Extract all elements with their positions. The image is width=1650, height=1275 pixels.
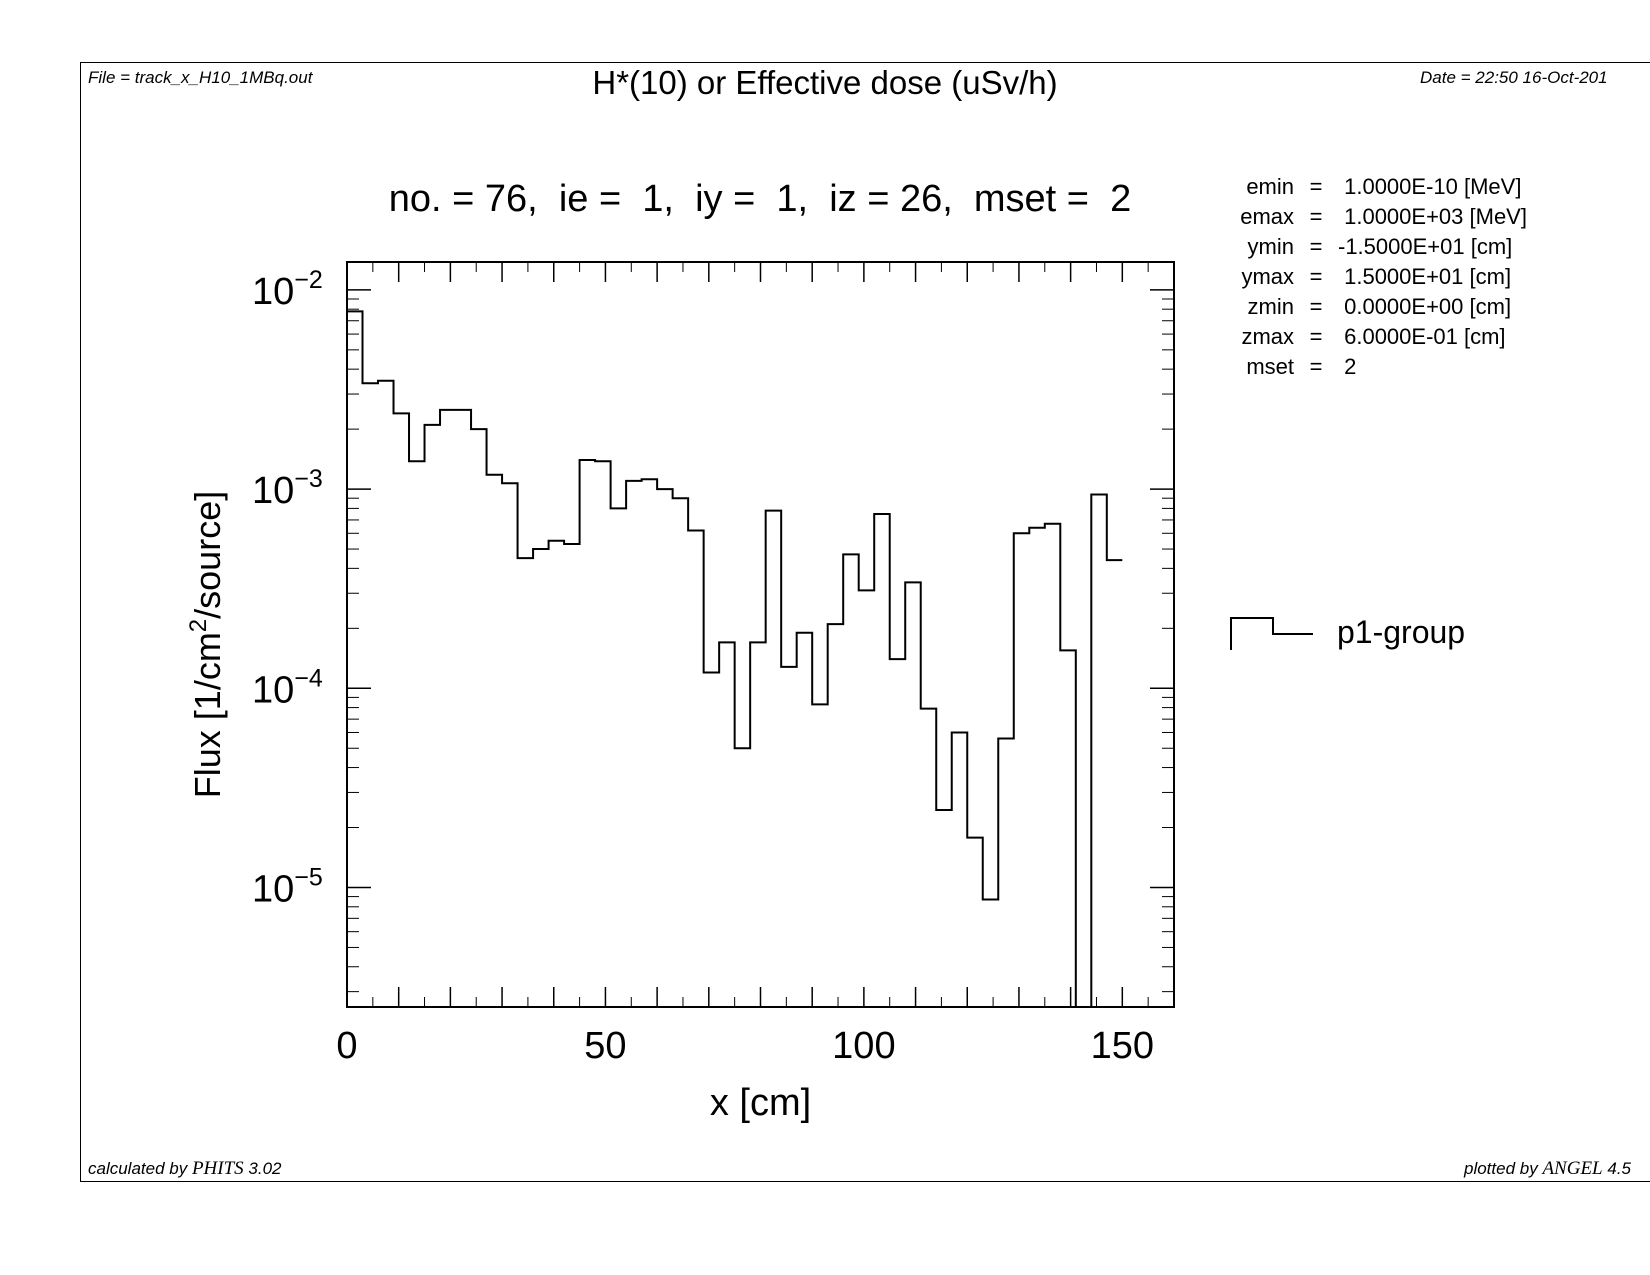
legend-label: p1-group [1337, 614, 1466, 650]
x-tick-label: 100 [832, 1025, 895, 1067]
y-axis-label-superscript: 2 [185, 619, 212, 632]
chart-subtitle: no. = 76, ie = 1, iy = 1, iz = 26, mset … [388, 178, 1132, 220]
y-axis-label-part: Flux [1/cm [187, 632, 228, 798]
y-tick-base: 10 [252, 868, 294, 910]
param-name: emin [1246, 174, 1294, 199]
y-tick-exponent: −3 [294, 465, 323, 493]
y-tick-exponent: −4 [294, 664, 323, 692]
date-label: Date = 22:50 16-Oct-201 [1420, 68, 1608, 87]
param-name: zmin [1247, 294, 1294, 319]
page-frame [80, 62, 1650, 1182]
param-value: -1.5000E+01 [cm] [1338, 234, 1513, 259]
param-value: 6.0000E-01 [cm] [1338, 324, 1506, 349]
y-axis-label: Flux [1/cm2/source] [185, 491, 228, 798]
plotted-by-label: plotted by ANGEL 4.5 [1464, 1158, 1631, 1179]
param-equals: = [1309, 234, 1323, 259]
file-label: File = track_x_H10_1MBq.out [88, 68, 313, 87]
param-name: emax [1240, 204, 1294, 229]
param-equals: = [1309, 204, 1323, 229]
y-tick-label: 10−5 [252, 863, 323, 910]
param-value: 1.5000E+01 [cm] [1338, 264, 1512, 289]
param-equals: = [1309, 354, 1323, 379]
param-row-ymin: ymin = -1.5000E+01 [cm] [1210, 232, 1527, 262]
param-row-zmax: zmax = 6.0000E-01 [cm] [1210, 322, 1527, 352]
y-tick-exponent: −2 [294, 266, 323, 294]
param-value: 2 [1338, 354, 1357, 379]
parameter-table: emin = 1.0000E-10 [MeV] emax = 1.0000E+03 [… [1210, 172, 1527, 382]
y-tick-label: 10−4 [252, 664, 323, 711]
param-equals: = [1309, 294, 1323, 319]
param-name: zmax [1241, 324, 1294, 349]
x-tick-label: 50 [584, 1025, 626, 1067]
param-name: mset [1246, 354, 1294, 379]
x-axis-label: x [cm] [710, 1082, 811, 1124]
param-equals: = [1309, 324, 1323, 349]
y-tick-base: 10 [252, 271, 294, 313]
y-tick-base: 10 [252, 470, 294, 512]
param-row-emin: emin = 1.0000E-10 [MeV] [1210, 172, 1527, 202]
param-row-zmin: zmin = 0.0000E+00 [cm] [1210, 292, 1527, 322]
y-tick-label: 10−2 [252, 266, 323, 313]
param-row-mset: mset = 2 [1210, 352, 1527, 382]
param-value: 1.0000E-10 [MeV] [1338, 174, 1522, 199]
param-name: ymax [1241, 264, 1294, 289]
y-tick-exponent: −5 [294, 863, 323, 891]
y-tick-label: 10−3 [252, 465, 323, 512]
chart-title: H*(10) or Effective dose (uSv/h) [592, 64, 1058, 101]
x-tick-label: 150 [1091, 1025, 1154, 1067]
param-row-ymax: ymax = 1.5000E+01 [cm] [1210, 262, 1527, 292]
y-tick-base: 10 [252, 669, 294, 711]
param-equals: = [1309, 174, 1323, 199]
plot-area-frame [346, 261, 1175, 1008]
param-equals: = [1309, 264, 1323, 289]
series-p1-group-line [347, 310, 1123, 1008]
param-value: 1.0000E+03 [MeV] [1338, 204, 1527, 229]
calculated-by-label: calculated by PHITS 3.02 [88, 1158, 282, 1179]
param-row-emax: emax = 1.0000E+03 [MeV] [1210, 202, 1527, 232]
legend-marker [1230, 617, 1313, 650]
y-axis-label-part: /source] [187, 491, 228, 619]
param-name: ymin [1247, 234, 1294, 259]
param-value: 0.0000E+00 [cm] [1338, 294, 1512, 319]
x-tick-label: 0 [336, 1025, 357, 1067]
